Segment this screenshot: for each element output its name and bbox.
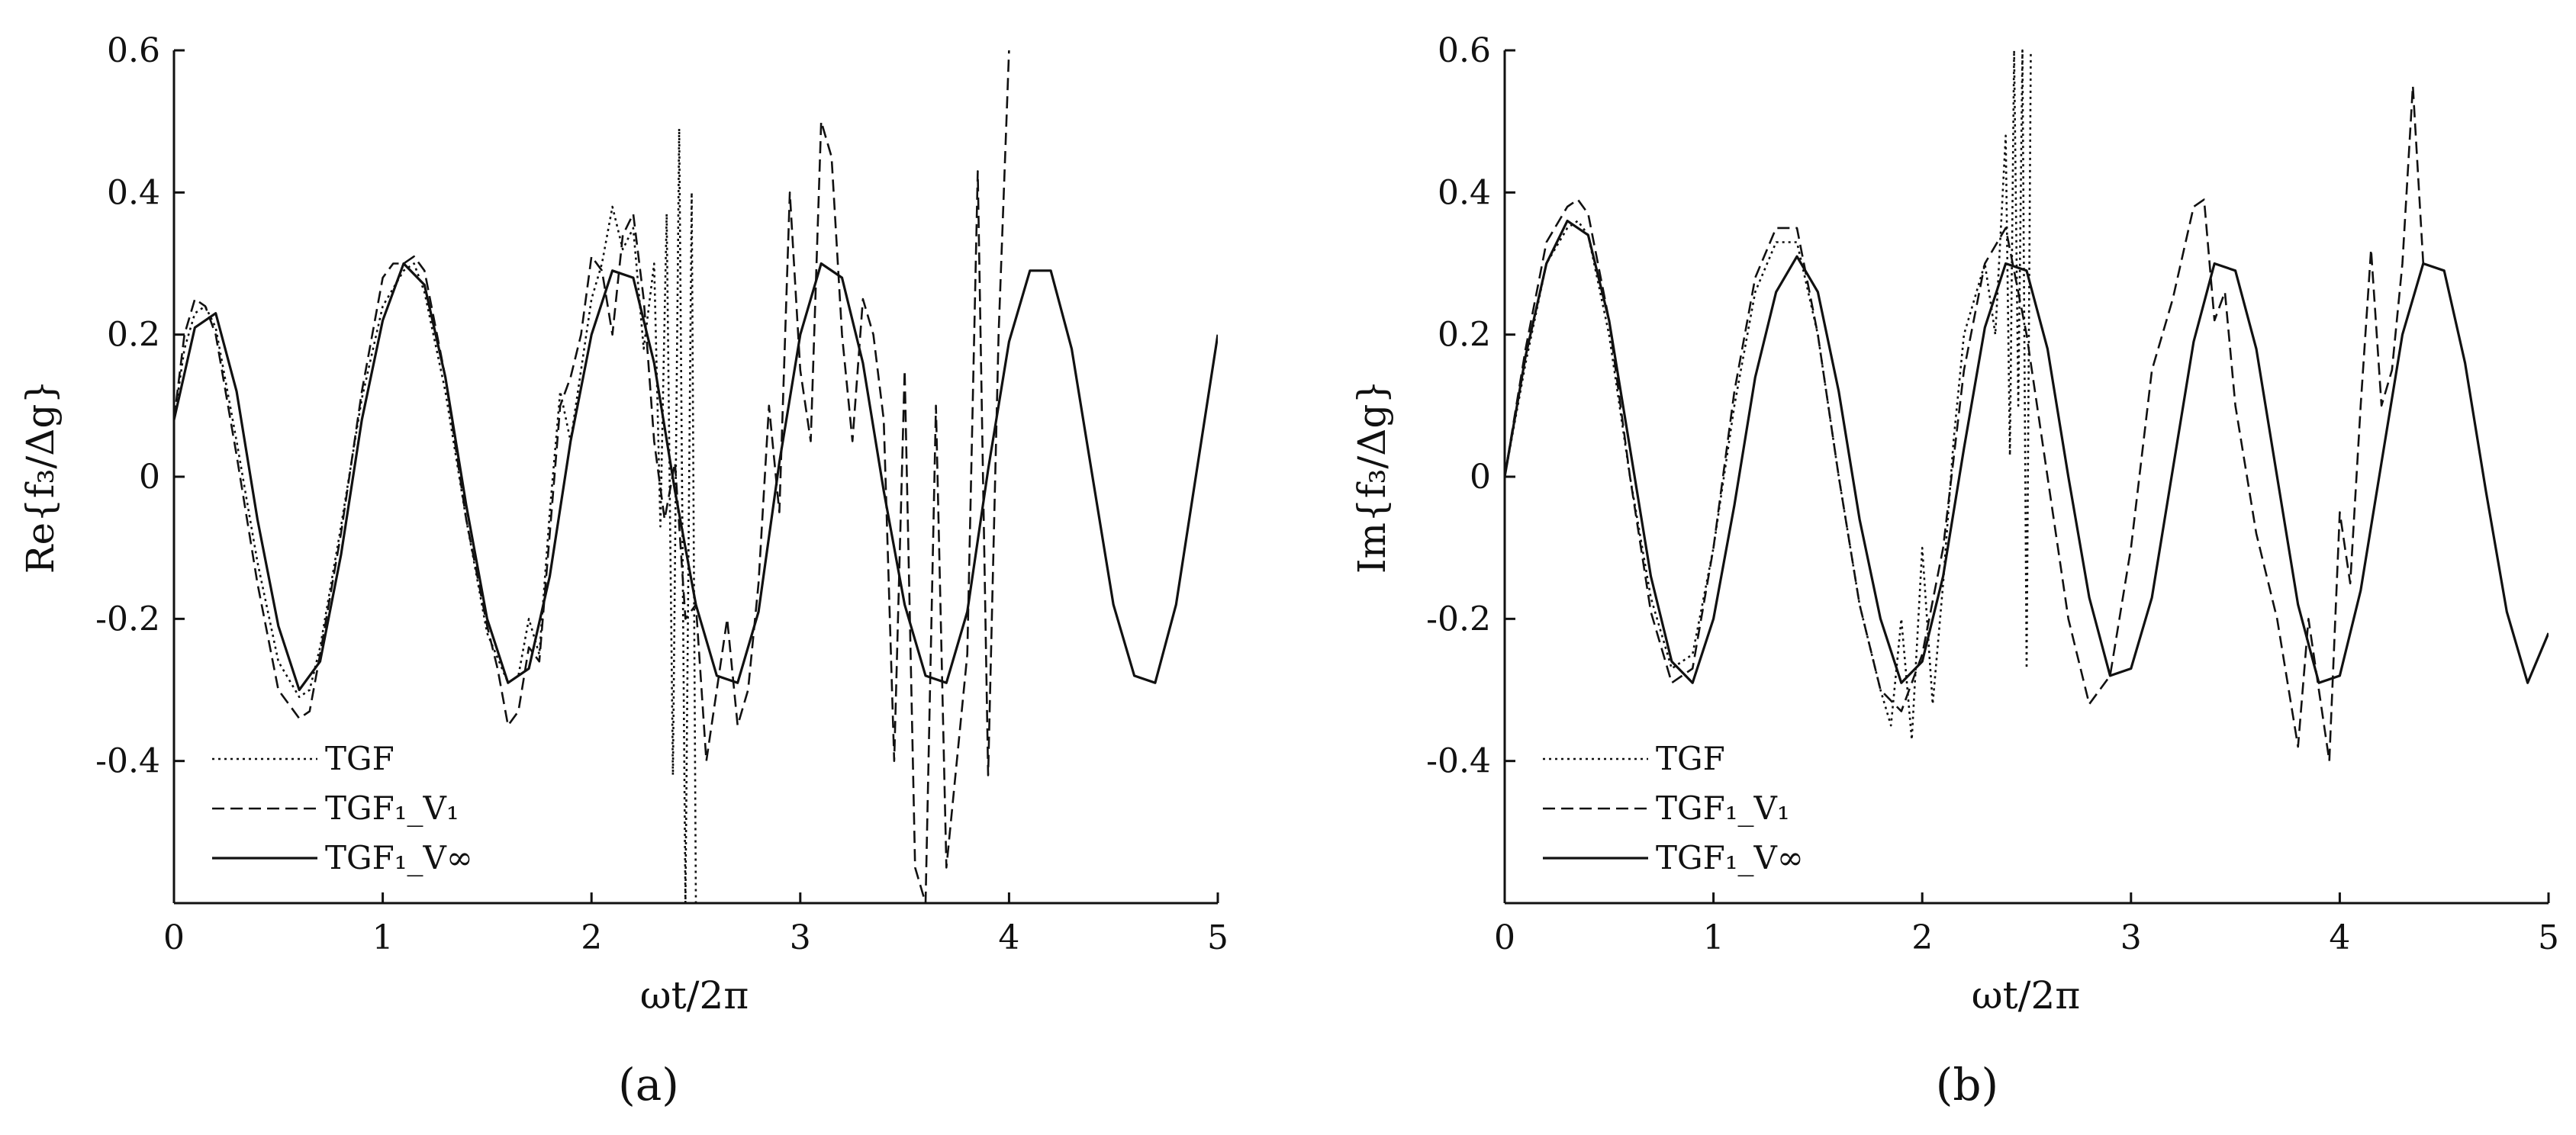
legend-label: TGF <box>1656 740 1725 777</box>
x-tick-label: 3 <box>790 918 811 957</box>
series-line-solid <box>1505 220 2549 684</box>
y-tick-label: -0.4 <box>1426 742 1491 781</box>
x-tick-label: 4 <box>998 918 1019 957</box>
x-tick-label: 0 <box>163 918 185 957</box>
y-tick-label: 0.2 <box>1438 316 1491 355</box>
y-tick-label: 0.6 <box>107 31 160 70</box>
y-tick-label: 0 <box>139 458 160 497</box>
series-line-dashed <box>174 50 1010 903</box>
y-tick-label: -0.4 <box>95 742 160 781</box>
x-axis-label-b: ωt/2π <box>1972 973 2080 1018</box>
x-tick-label: 1 <box>1703 918 1724 957</box>
y-tick-label: 0.6 <box>1438 31 1491 70</box>
y-tick-label: 0.4 <box>107 173 160 212</box>
legend-label: TGF₁_V₁ <box>325 789 459 827</box>
series-line-solid <box>174 262 1218 692</box>
panel-label-b: (b) <box>1936 1059 1998 1111</box>
legend-label: TGF₁_V∞ <box>1656 839 1804 876</box>
x-tick-label: 0 <box>1494 918 1515 957</box>
y-tick-label: -0.2 <box>1426 600 1491 638</box>
y-tick-label: -0.2 <box>95 600 160 638</box>
x-tick-label: 1 <box>372 918 394 957</box>
x-tick-label: 2 <box>1911 918 1933 957</box>
x-tick-label: 2 <box>581 918 602 957</box>
legend-label: TGF₁_V₁ <box>1656 789 1790 827</box>
y-tick-label: 0 <box>1470 458 1491 497</box>
x-axis-label-a: ωt/2π <box>640 973 749 1018</box>
y-tick-label: 0.4 <box>1438 173 1491 212</box>
legend-label: TGF₁_V∞ <box>325 839 473 876</box>
x-tick-label: 5 <box>1207 918 1228 957</box>
y-axis-label-b: Im{f₃/Δg} <box>1350 380 1394 574</box>
series-line-dashed <box>1505 85 2425 762</box>
panel-a: 0 1 2 3 4 5 0.6 0.4 0.2 0 -0.2 -0.4 TGF TGF₁_V₁ TGF₁_V… <box>18 31 1228 1111</box>
x-tick-label: 5 <box>2538 918 2559 957</box>
legend-label: TGF <box>325 740 394 777</box>
panel-b: 0 1 2 3 4 5 0.6 0.4 0.2 0 -0.2 -0.4 TGF TGF₁_V₁ TGF₁_V… <box>1350 31 2559 1111</box>
x-tick-label: 3 <box>2120 918 2142 957</box>
plot-area-a: 0 1 2 3 4 5 0.6 0.4 0.2 0 -0.2 -0.4 TGF TGF₁_V₁ TGF₁_V… <box>95 31 1228 957</box>
series-line-dotted <box>1505 49 2032 741</box>
plot-area-b: 0 1 2 3 4 5 0.6 0.4 0.2 0 -0.2 -0.4 TGF TGF₁_V₁ TGF₁_V… <box>1426 31 2559 957</box>
y-axis-label-a: Re{f₃/Δg} <box>18 380 63 574</box>
y-tick-label: 0.2 <box>107 316 160 355</box>
x-tick-label: 4 <box>2329 918 2350 957</box>
panel-label-a: (a) <box>618 1059 679 1111</box>
